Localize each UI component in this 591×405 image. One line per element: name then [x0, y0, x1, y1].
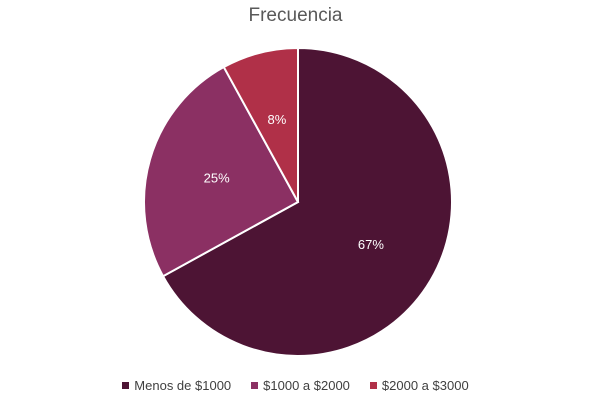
- slice-data-label-3: 8%: [268, 112, 287, 127]
- legend-item-2: $1000 a $2000: [251, 378, 350, 393]
- legend-swatch-1: [122, 382, 130, 389]
- legend-swatch-3: [369, 382, 377, 389]
- chart-title: Frecuencia: [248, 5, 343, 26]
- legend: Menos de $1000 $1000 a $2000 $2000 a $3000: [0, 378, 591, 393]
- pie-slice-2: [143, 65, 300, 278]
- pie-slice-3: [222, 46, 299, 203]
- legend-item-1: Menos de $1000: [122, 378, 231, 393]
- legend-label-2: $1000 a $2000: [263, 378, 350, 393]
- legend-swatch-2: [251, 382, 259, 389]
- slice-data-label-1: 67%: [358, 237, 384, 252]
- legend-label-1: Menos de $1000: [134, 378, 232, 393]
- legend-item-3: $2000 a $3000: [369, 378, 469, 393]
- slice-data-label-2: 25%: [204, 170, 230, 185]
- legend-label-3: $2000 a $3000: [381, 378, 469, 393]
- pie-slice-1: [161, 46, 453, 357]
